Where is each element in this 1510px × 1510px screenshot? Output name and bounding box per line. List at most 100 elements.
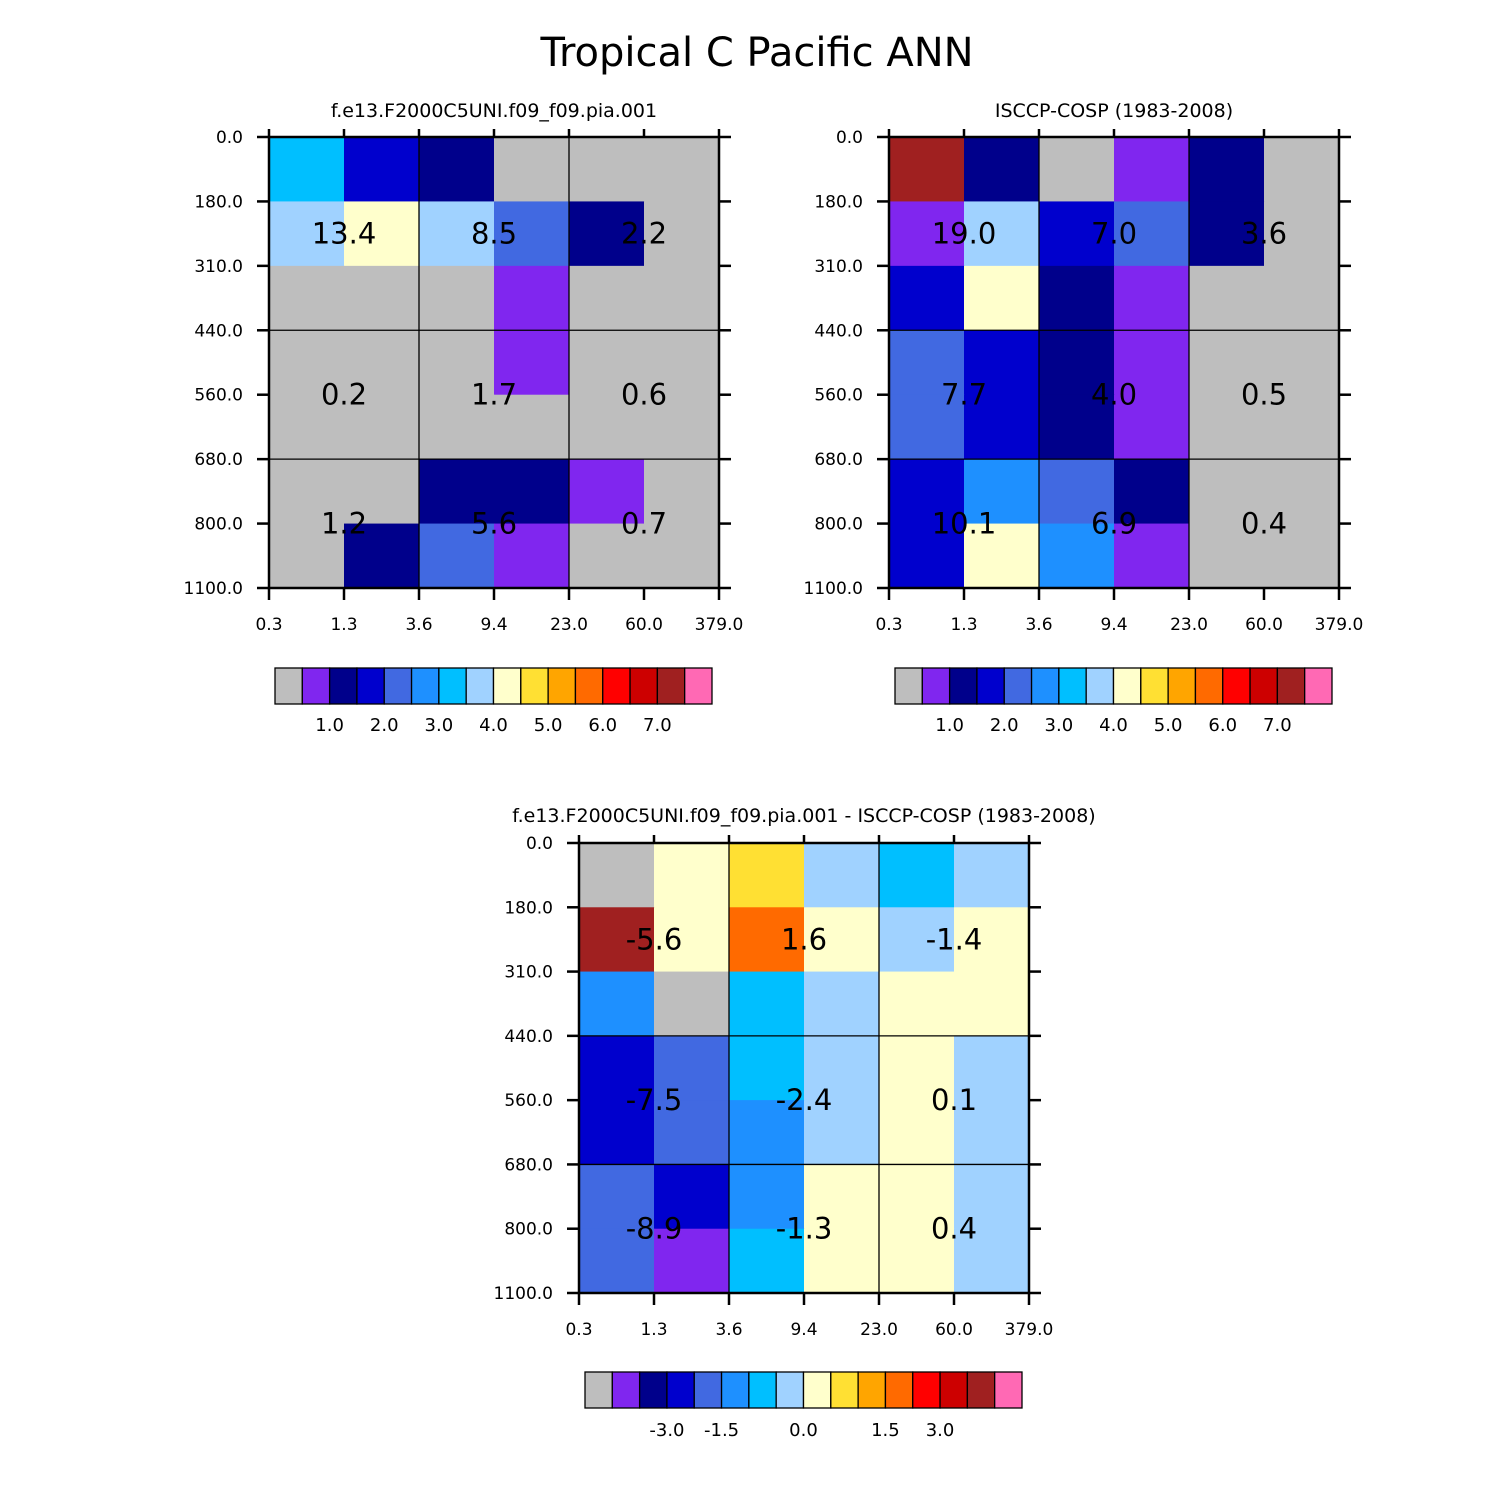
colorbar-swatch (775, 1371, 805, 1409)
heatmap-cell (569, 201, 645, 267)
heatmap-cell (419, 265, 495, 331)
heatmap-cell (494, 265, 570, 331)
y-tick-label: 310.0 (814, 257, 863, 277)
colorbar-swatch (638, 1371, 668, 1409)
heatmap-cell (954, 1228, 1030, 1294)
heatmap-cell (344, 459, 420, 525)
colorbar-label: 2.0 (370, 715, 399, 736)
colorbar-swatch (1304, 667, 1333, 705)
group-value-label: -1.3 (776, 1212, 833, 1246)
heatmap-cell (804, 843, 880, 908)
heatmap-cell (344, 330, 420, 396)
colorbar-swatch (693, 1371, 723, 1409)
heatmap-cell (889, 201, 965, 267)
group-value-label: 10.1 (932, 507, 997, 541)
x-tick-label: 0.3 (565, 1320, 592, 1340)
y-tick-label: 0.0 (216, 128, 243, 148)
colorbar-swatch (492, 667, 522, 705)
heatmap-cell (654, 1100, 730, 1166)
colorbar-label: 7.0 (1263, 715, 1292, 736)
group-value-label: -8.9 (626, 1212, 683, 1246)
group-value-label: 0.5 (1241, 378, 1287, 412)
heatmap-cell (889, 394, 965, 460)
x-tick-label: 60.0 (935, 1320, 973, 1340)
heatmap-cell (964, 201, 1040, 267)
x-tick-label: 379.0 (695, 615, 744, 635)
heatmap-cell (1264, 137, 1340, 203)
heatmap-cell (494, 523, 570, 589)
group-value-label: 13.4 (312, 217, 377, 251)
heatmap-cell (269, 394, 345, 460)
x-tick-label: 379.0 (1005, 1320, 1054, 1340)
heatmap-cell (344, 137, 420, 203)
colorbar-swatch (912, 1371, 941, 1409)
heatmap-cell (889, 330, 965, 396)
colorbar-label: 6.0 (1208, 715, 1237, 736)
heatmap-cell (579, 1100, 655, 1166)
x-tick-label: 1.3 (640, 1320, 667, 1340)
heatmap-cell (1039, 523, 1115, 589)
heatmap-cell (1189, 394, 1265, 460)
heatmap-cell (964, 265, 1040, 331)
heatmap-cell (729, 907, 805, 973)
colorbar-swatch (301, 667, 331, 705)
model-panel: f.e13.F2000C5UNI.f09_f09.pia.001 0.0 180.0… (184, 100, 744, 736)
colorbar-swatch (1085, 667, 1115, 705)
colorbar-label: 7.0 (643, 715, 672, 736)
colorbar-label: 6.0 (588, 715, 617, 736)
colorbar-swatch (356, 667, 385, 705)
heatmap-cell (964, 459, 1040, 525)
heatmap-cell (579, 1035, 655, 1101)
heatmap-cell (1264, 523, 1340, 589)
heatmap-cell (1039, 265, 1115, 331)
heatmap-cell (1114, 201, 1190, 267)
group-value-label: -2.4 (776, 1083, 833, 1117)
group-value-label: 1.2 (321, 507, 367, 541)
colorbar-label: 5.0 (534, 715, 563, 736)
x-tick-label: 60.0 (1245, 615, 1283, 635)
heatmap-cell (729, 1035, 805, 1101)
colorbar-swatch (966, 1371, 996, 1409)
heatmap-cell (269, 523, 345, 589)
colorbar-swatch (1249, 667, 1279, 705)
group-value-label: -1.4 (926, 922, 983, 956)
group-value-label: 1.7 (471, 378, 517, 412)
heatmap-cell (1039, 459, 1115, 525)
group-value-label: 0.4 (1241, 507, 1287, 541)
heatmap-cell (654, 971, 730, 1037)
heatmap-cell (494, 459, 570, 525)
heatmap-cell (1189, 330, 1265, 396)
colorbar-label: -3.0 (649, 1420, 684, 1441)
heatmap-cell (644, 137, 720, 203)
colorbar-label: 4.0 (479, 715, 508, 736)
heatmap-cell (804, 1035, 880, 1101)
heatmap-cell (494, 201, 570, 267)
heatmap-cell (1114, 265, 1190, 331)
colorbar-swatch (976, 667, 1005, 705)
heatmap-cell (954, 907, 1030, 973)
y-tick-label: 800.0 (814, 515, 863, 535)
heatmap-cell (954, 843, 1030, 908)
heatmap-cell (879, 1228, 955, 1294)
heatmap-cell (729, 971, 805, 1037)
heatmap-cell (889, 265, 965, 331)
heatmap-cell (569, 523, 645, 589)
x-tick-label: 3.6 (715, 1320, 742, 1340)
heatmap-cell (419, 394, 495, 460)
y-tick-label: 1100.0 (494, 1284, 553, 1304)
colorbar-label: 5.0 (1154, 715, 1183, 736)
heatmap-cell (1189, 523, 1265, 589)
heatmap-cell (889, 137, 965, 203)
colorbar-swatch (1112, 667, 1142, 705)
x-tick-label: 1.3 (330, 615, 357, 635)
colorbar-swatch (574, 667, 604, 705)
x-tick-label: 23.0 (550, 615, 588, 635)
heatmap-cell (804, 1228, 880, 1294)
heatmap-cell (1039, 330, 1115, 396)
y-tick-label: 310.0 (194, 257, 243, 277)
heatmap-cell (729, 1228, 805, 1294)
heatmap-cell (419, 201, 495, 267)
colorbar-swatch (666, 1371, 695, 1409)
heatmap-cell (879, 907, 955, 973)
group-value-label: 4.0 (1091, 378, 1137, 412)
